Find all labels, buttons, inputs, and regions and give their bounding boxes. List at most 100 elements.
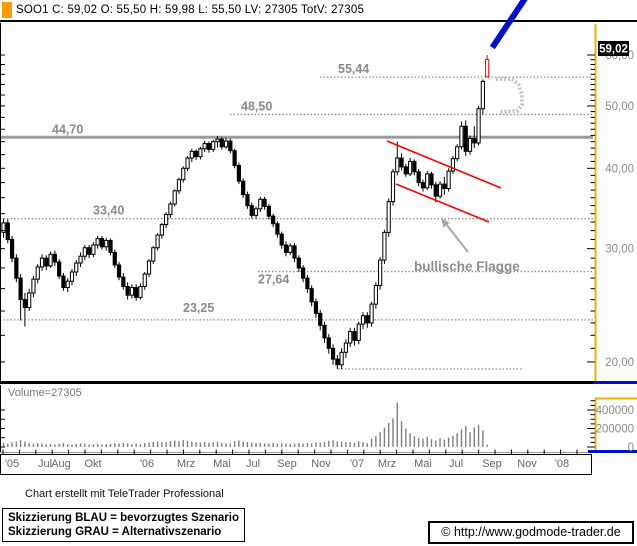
candle-body — [425, 173, 430, 189]
price-axis-label: 40,00 — [605, 163, 634, 175]
x-axis-label: '05 — [4, 458, 20, 470]
candle-body — [155, 234, 160, 249]
candle-body — [206, 143, 212, 150]
copyright-box: © http://www.godmode-trader.de — [428, 521, 634, 544]
candle-body — [288, 245, 293, 253]
bull-flag-arrowhead-icon — [441, 218, 450, 228]
candle-body — [459, 125, 464, 148]
candle-body — [31, 278, 36, 294]
candle-body — [27, 292, 32, 309]
candle-body — [433, 184, 438, 197]
x-axis-label: Mrz — [176, 458, 196, 470]
candle-body — [365, 315, 370, 324]
candle-body — [5, 222, 10, 241]
symbol-info-bar: SOO1 C: 59,02 O: 55,50 H: 59,98 L: 55,50… — [0, 0, 637, 22]
candle-body — [172, 190, 177, 205]
candle-body — [35, 266, 40, 280]
candle-body — [65, 280, 70, 289]
level-label: 44,70 — [52, 122, 83, 136]
candle-body — [335, 358, 340, 366]
bull-flag-label: bullische Flagge — [414, 259, 520, 274]
level-label: 27,64 — [258, 273, 289, 287]
candle-body — [395, 157, 400, 173]
candle-body — [412, 160, 417, 173]
candle-body — [356, 323, 361, 341]
volume-pane-label: Volume=27305 — [8, 387, 82, 399]
candle-body — [134, 287, 139, 298]
x-axis-label: Sep — [277, 458, 297, 470]
blue-scenario-line — [489, 0, 528, 50]
scenario-legend-box: Skizzierung BLAU = bevorzugtes Szenario … — [2, 508, 246, 542]
candle-body — [44, 257, 49, 267]
x-axis-label: '06 — [139, 458, 155, 470]
last-price-box — [598, 41, 629, 56]
x-axis-label: Jul — [37, 458, 53, 470]
candle-body — [91, 244, 96, 255]
level-label: 55,44 — [338, 62, 369, 76]
level-label: 33,40 — [93, 204, 124, 218]
x-axis-label: '08 — [554, 458, 570, 470]
candle-body — [446, 170, 451, 190]
candle-body — [258, 198, 263, 210]
candle-body — [121, 276, 126, 288]
candle-body — [343, 342, 348, 353]
candle-body — [14, 257, 19, 279]
volume-axis-label: 400000 — [596, 405, 634, 417]
candle-body — [151, 247, 156, 262]
candle-body — [181, 167, 186, 181]
candle-body — [485, 59, 490, 78]
candle-body — [69, 271, 75, 282]
candle-body — [279, 233, 284, 246]
candle-body — [9, 239, 15, 259]
candle-body — [253, 208, 259, 216]
candle-body — [390, 171, 396, 203]
x-axis-label: Nov — [311, 458, 331, 470]
candle-body — [420, 182, 426, 189]
candle-body — [112, 251, 117, 266]
scenario-legend-blue: Skizzierung BLAU = bevorzugtes Szenario — [8, 512, 240, 524]
candle-body — [476, 108, 481, 144]
candle-body — [211, 141, 216, 150]
flag-upper-trendline — [386, 140, 502, 189]
x-axis-label: Mai — [414, 458, 432, 470]
x-axis-label: Jul — [448, 458, 464, 470]
candle-body — [455, 146, 460, 160]
candle-body — [437, 183, 443, 197]
x-axis-label: Mai — [213, 458, 231, 470]
candle-body — [142, 273, 147, 288]
candle-body — [326, 337, 331, 349]
candle-body — [185, 157, 190, 169]
candle-body — [309, 288, 314, 303]
candle-body — [78, 255, 83, 264]
symbol-ohlc-text: SOO1 C: 59,02 O: 55,50 H: 59,98 L: 55,50… — [16, 4, 365, 16]
candle-body — [245, 194, 250, 207]
candle-body — [378, 259, 383, 286]
chart-credit-text: Chart erstellt mit TeleTrader Profession… — [25, 488, 224, 500]
candle-body — [262, 198, 267, 207]
candle-body — [223, 140, 229, 148]
candle-body — [22, 299, 27, 309]
x-axis-label: Nov — [517, 458, 537, 470]
scenario-legend-gray: Skizzierung GRAU = Alternativszenario — [8, 526, 222, 538]
price-axis-label: 50,00 — [605, 101, 634, 113]
time-axis: '05 Jul Aug Okt '06 Mrz Mai Jul Sep Nov '07 Mrz Mai J… — [0, 454, 592, 475]
candle-body — [442, 183, 447, 190]
candle-body — [95, 238, 100, 246]
candle-body — [403, 166, 408, 175]
candle-body — [450, 158, 455, 172]
candle-body — [360, 315, 366, 325]
x-axis-label: Aug — [51, 458, 71, 470]
candle-body — [330, 347, 336, 360]
candle-body — [189, 150, 194, 159]
candle-body — [198, 148, 203, 158]
candle-body — [52, 253, 57, 263]
candle-body — [146, 260, 152, 275]
candle-body — [228, 140, 233, 152]
candle-body — [108, 239, 113, 253]
candle-body — [283, 244, 289, 253]
candle-body — [296, 257, 301, 269]
candle-body — [369, 303, 374, 324]
candle-body — [386, 201, 391, 233]
